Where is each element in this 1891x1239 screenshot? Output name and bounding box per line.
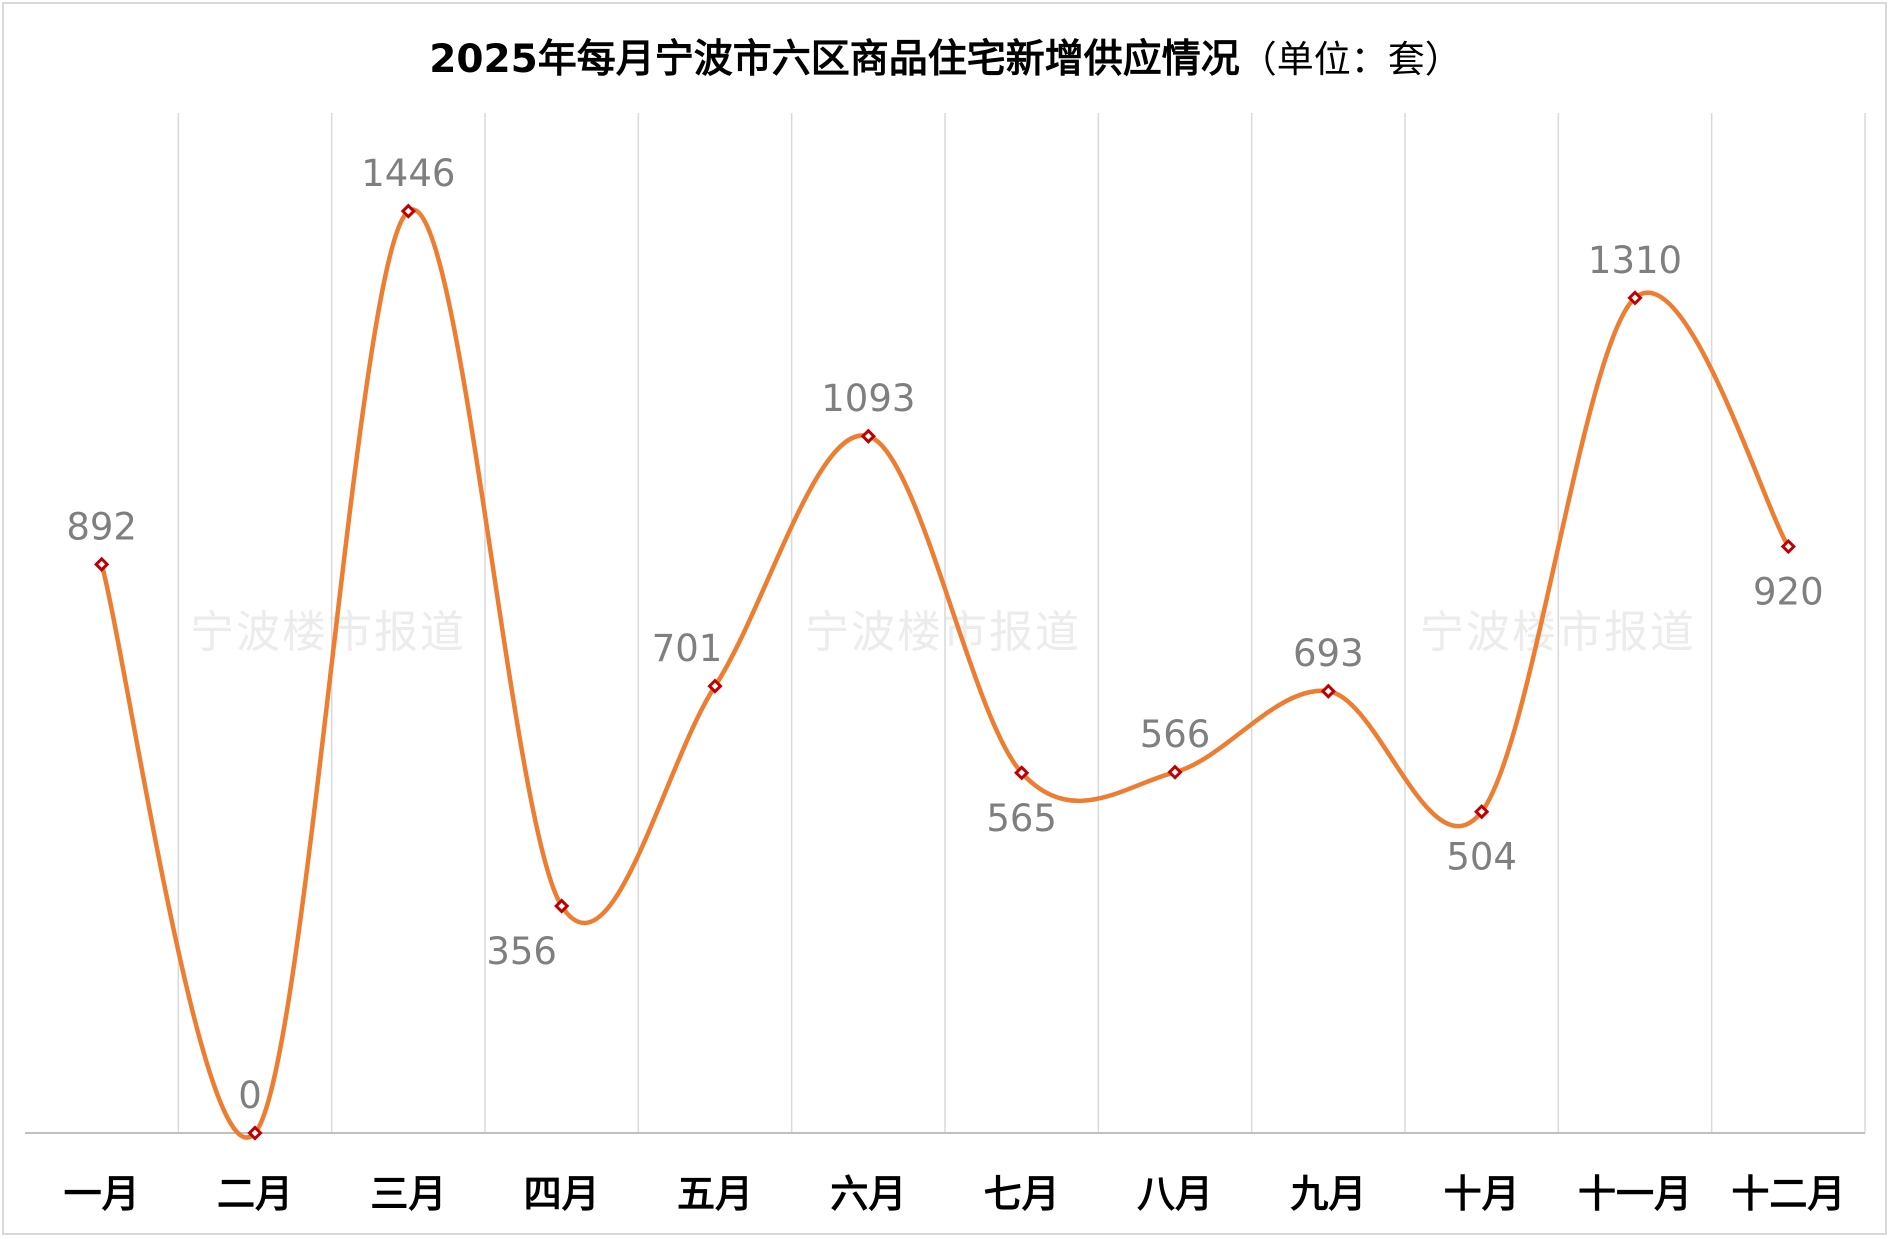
data-label: 0 [238,1074,262,1117]
data-label: 693 [1293,632,1364,675]
data-point-marker [707,678,723,694]
data-point-marker [554,898,570,914]
data-label: 504 [1446,836,1517,879]
data-point-marker [94,556,110,572]
x-tick-label: 一月 [64,1172,140,1216]
x-tick-label: 七月 [984,1172,1060,1216]
x-tick-label: 十月 [1444,1172,1520,1216]
x-tick-label: 十二月 [1731,1172,1845,1216]
data-label: 920 [1753,571,1824,614]
chart-title: 2025年每月宁波市六区商品住宅新增供应情况（单位：套） [0,28,1891,84]
data-label: 1446 [361,152,455,195]
x-tick-label: 二月 [217,1172,293,1216]
data-point-marker [1780,538,1796,555]
data-label: 1310 [1588,239,1682,282]
x-tick-label: 六月 [830,1172,906,1216]
data-point-marker [860,428,876,444]
data-point-marker [247,1125,263,1141]
chart-title-unit: （单位：套） [1239,38,1462,81]
x-tick-label: 十一月 [1578,1172,1692,1216]
watermark-text: 宁波楼市报道 [805,607,1081,658]
series-line [99,207,1791,1140]
watermark-text: 宁波楼市报道 [190,607,466,658]
data-label: 566 [1140,713,1211,756]
data-point-marker [400,203,416,219]
data-point-marker [1627,290,1643,306]
data-point-marker [1320,683,1336,699]
x-tick-label: 八月 [1137,1172,1213,1216]
chart-title-main: 2025年每月宁波市六区商品住宅新增供应情况 [429,37,1240,82]
data-point-marker [1014,765,1030,781]
data-label: 892 [66,505,137,548]
data-label: 356 [486,930,557,973]
data-point-marker [1167,764,1183,780]
x-tick-label: 四月 [524,1172,600,1216]
x-tick-label: 三月 [370,1172,446,1216]
watermark-text: 宁波楼市报道 [1420,607,1696,658]
x-tick-label: 九月 [1290,1172,1366,1216]
data-label: 1093 [821,377,915,420]
x-tick-label: 五月 [677,1172,753,1216]
data-label: 565 [986,797,1057,840]
data-point-marker [1474,804,1490,820]
data-label: 701 [652,627,723,670]
